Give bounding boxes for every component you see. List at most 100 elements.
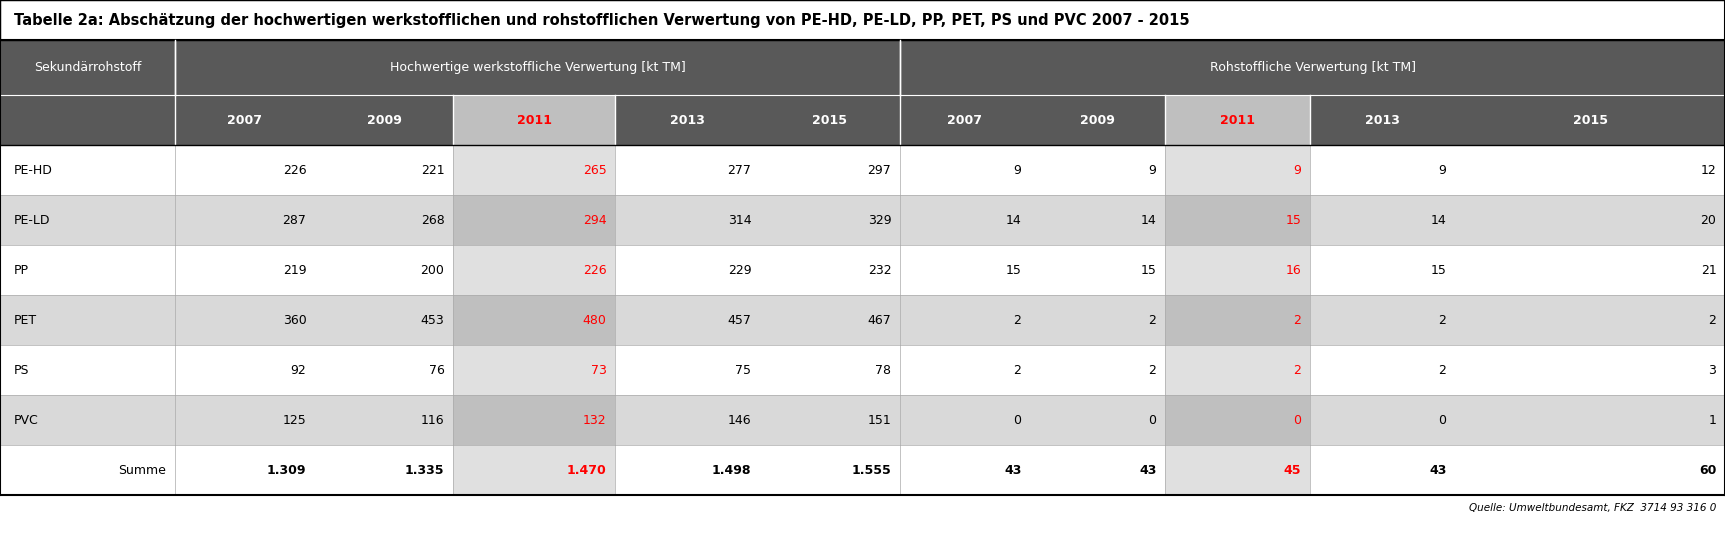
Text: PE-HD: PE-HD xyxy=(14,163,53,176)
Text: 78: 78 xyxy=(875,363,892,376)
Text: 457: 457 xyxy=(728,313,752,326)
FancyBboxPatch shape xyxy=(454,195,616,245)
Text: 14: 14 xyxy=(1430,213,1446,226)
Text: 15: 15 xyxy=(1285,213,1301,226)
FancyBboxPatch shape xyxy=(1164,445,1309,495)
FancyBboxPatch shape xyxy=(0,40,1725,95)
Text: 2015: 2015 xyxy=(1573,113,1608,127)
Text: 226: 226 xyxy=(283,163,307,176)
Text: 116: 116 xyxy=(421,414,445,426)
Text: 2: 2 xyxy=(1149,313,1156,326)
Text: 21: 21 xyxy=(1701,263,1716,276)
Text: 15: 15 xyxy=(1140,263,1156,276)
FancyBboxPatch shape xyxy=(0,295,1725,345)
Text: 2013: 2013 xyxy=(669,113,706,127)
Text: 16: 16 xyxy=(1285,263,1301,276)
Text: 15: 15 xyxy=(1006,263,1021,276)
Text: 1.470: 1.470 xyxy=(566,464,607,477)
Text: PP: PP xyxy=(14,263,29,276)
Text: 76: 76 xyxy=(428,363,445,376)
Text: 2015: 2015 xyxy=(812,113,847,127)
FancyBboxPatch shape xyxy=(1164,295,1309,345)
FancyBboxPatch shape xyxy=(454,295,616,345)
Text: PVC: PVC xyxy=(14,414,38,426)
Text: 1.498: 1.498 xyxy=(712,464,752,477)
Text: 294: 294 xyxy=(583,213,607,226)
Text: Hochwertige werkstoffliche Verwertung [kt TM]: Hochwertige werkstoffliche Verwertung [k… xyxy=(390,61,685,74)
FancyBboxPatch shape xyxy=(454,145,616,195)
Text: 2007: 2007 xyxy=(228,113,262,127)
Text: 9: 9 xyxy=(1014,163,1021,176)
Text: 14: 14 xyxy=(1006,213,1021,226)
Text: 314: 314 xyxy=(728,213,752,226)
Text: 43: 43 xyxy=(1004,464,1021,477)
Text: 0: 0 xyxy=(1294,414,1301,426)
FancyBboxPatch shape xyxy=(1164,345,1309,395)
FancyBboxPatch shape xyxy=(454,95,616,145)
Text: 20: 20 xyxy=(1701,213,1716,226)
Text: 467: 467 xyxy=(868,313,892,326)
Text: 297: 297 xyxy=(868,163,892,176)
Text: 43: 43 xyxy=(1428,464,1446,477)
FancyBboxPatch shape xyxy=(454,445,616,495)
FancyBboxPatch shape xyxy=(0,245,1725,295)
Text: 2009: 2009 xyxy=(1080,113,1114,127)
Text: 2: 2 xyxy=(1149,363,1156,376)
Text: 15: 15 xyxy=(1430,263,1446,276)
FancyBboxPatch shape xyxy=(1164,195,1309,245)
Text: 1.335: 1.335 xyxy=(405,464,445,477)
Text: 1.309: 1.309 xyxy=(267,464,307,477)
Text: 2011: 2011 xyxy=(1220,113,1256,127)
Text: 43: 43 xyxy=(1138,464,1156,477)
Text: 2009: 2009 xyxy=(366,113,402,127)
FancyBboxPatch shape xyxy=(1164,245,1309,295)
Text: 480: 480 xyxy=(583,313,607,326)
Text: 73: 73 xyxy=(590,363,607,376)
Text: 1: 1 xyxy=(1708,414,1716,426)
Text: PS: PS xyxy=(14,363,29,376)
Text: 14: 14 xyxy=(1140,213,1156,226)
Text: 2: 2 xyxy=(1294,313,1301,326)
Text: 2011: 2011 xyxy=(516,113,552,127)
Text: 9: 9 xyxy=(1149,163,1156,176)
Text: Quelle: Umweltbundesamt, FKZ  3714 93 316 0: Quelle: Umweltbundesamt, FKZ 3714 93 316… xyxy=(1470,502,1716,513)
Text: 75: 75 xyxy=(735,363,752,376)
FancyBboxPatch shape xyxy=(0,145,1725,195)
Text: 45: 45 xyxy=(1283,464,1301,477)
Text: 360: 360 xyxy=(283,313,307,326)
Text: 0: 0 xyxy=(1439,414,1446,426)
Text: 265: 265 xyxy=(583,163,607,176)
FancyBboxPatch shape xyxy=(0,195,1725,245)
Text: 219: 219 xyxy=(283,263,307,276)
Text: 329: 329 xyxy=(868,213,892,226)
Text: Summe: Summe xyxy=(119,464,166,477)
FancyBboxPatch shape xyxy=(0,0,1725,40)
Text: 2: 2 xyxy=(1014,313,1021,326)
Text: 1.555: 1.555 xyxy=(852,464,892,477)
Text: 226: 226 xyxy=(583,263,607,276)
FancyBboxPatch shape xyxy=(0,445,1725,495)
Text: 12: 12 xyxy=(1701,163,1716,176)
Text: 60: 60 xyxy=(1699,464,1716,477)
Text: 9: 9 xyxy=(1294,163,1301,176)
FancyBboxPatch shape xyxy=(454,345,616,395)
Text: PET: PET xyxy=(14,313,36,326)
Text: 287: 287 xyxy=(283,213,307,226)
Text: 2: 2 xyxy=(1014,363,1021,376)
Text: Sekundärrohstoff: Sekundärrohstoff xyxy=(34,61,141,74)
Text: 2013: 2013 xyxy=(1364,113,1401,127)
Text: 221: 221 xyxy=(421,163,445,176)
Text: 0: 0 xyxy=(1013,414,1021,426)
Text: 453: 453 xyxy=(421,313,445,326)
Text: 2007: 2007 xyxy=(947,113,983,127)
Text: 92: 92 xyxy=(290,363,307,376)
FancyBboxPatch shape xyxy=(0,395,1725,445)
Text: 232: 232 xyxy=(868,263,892,276)
Text: 200: 200 xyxy=(421,263,445,276)
Text: 2: 2 xyxy=(1439,363,1446,376)
Text: Tabelle 2a: Abschätzung der hochwertigen werkstofflichen und rohstofflichen Verw: Tabelle 2a: Abschätzung der hochwertigen… xyxy=(14,12,1190,28)
Text: 277: 277 xyxy=(728,163,752,176)
FancyBboxPatch shape xyxy=(454,245,616,295)
Text: 151: 151 xyxy=(868,414,892,426)
Text: 268: 268 xyxy=(421,213,445,226)
